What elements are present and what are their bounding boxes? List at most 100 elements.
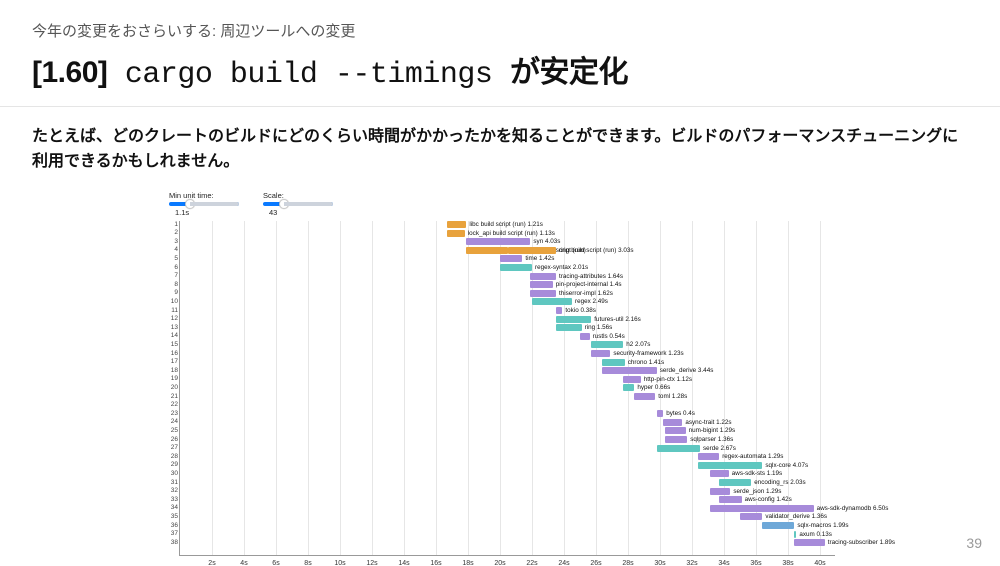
- gantt-bar: syn 4.03s: [466, 238, 530, 245]
- scale-label: Scale:: [263, 191, 333, 200]
- gantt-bar: http-pin-ctx 1.12s: [623, 376, 641, 383]
- row-number: 10: [168, 298, 178, 305]
- bar-label: pin-project-internal 1.4s: [554, 281, 622, 288]
- gantt-row: 29sqlx-core 4.07s: [180, 461, 835, 470]
- bar-label: http-pin-ctx 1.12s: [642, 376, 692, 383]
- bar-label: num-bigint 1.29s: [687, 427, 736, 434]
- gantt-area: 2s4s6s8s10s12s14s16s18s20s22s24s26s28s30…: [179, 221, 835, 556]
- row-number: 5: [168, 255, 178, 262]
- gantt-bar: hyper 0.66s: [623, 384, 634, 391]
- section-label: 今年の変更をおさらいする: 周辺ツールへの変更: [32, 20, 968, 41]
- bar-label: chrono 1.41s: [626, 359, 664, 366]
- gantt-bar: tracing-attributes 1.64s: [530, 273, 556, 280]
- gantt-bar: libc build script (run) 1.21s: [447, 221, 466, 228]
- row-number: 38: [168, 539, 178, 546]
- min-unit-control: Min unit time: 1.1s: [169, 191, 239, 217]
- gantt-row: 3syn 4.03s: [180, 238, 835, 247]
- bar-label: lock_api build script (run) 1.13s: [466, 230, 555, 237]
- row-number: 18: [168, 367, 178, 374]
- bar-label: aws-sdk-dynamodb 6.50s: [815, 505, 889, 512]
- row-number: 6: [168, 264, 178, 271]
- min-unit-slider[interactable]: [169, 202, 239, 206]
- gantt-bar: ring 1.56s: [556, 324, 582, 331]
- bar-label: aws-sdk-sts 1.19s: [730, 470, 782, 477]
- row-number: 29: [168, 461, 178, 468]
- gantt-bar: serde_derive 3.44s: [602, 367, 656, 374]
- row-number: 11: [168, 307, 178, 314]
- bar-label: regex-automata 1.29s: [720, 453, 783, 460]
- row-number: 26: [168, 436, 178, 443]
- row-number: 33: [168, 496, 178, 503]
- gantt-bar: thiserror-impl 1.62s: [530, 290, 556, 297]
- row-number: 13: [168, 324, 178, 331]
- gantt-row: 21toml 1.28s: [180, 393, 835, 402]
- min-unit-value: 1.1s: [169, 208, 239, 217]
- gantt-row: 27serde 2.67s: [180, 444, 835, 453]
- gantt-row: 1libc build script (run) 1.21s: [180, 221, 835, 230]
- gantt-bar: lock_api build script (run) 1.13s: [447, 230, 465, 237]
- bar-label: rustls 0.54s: [591, 333, 625, 340]
- gantt-bar: ring build script (run) 3.03s: [508, 247, 556, 254]
- min-unit-label: Min unit time:: [169, 191, 239, 200]
- bar-label: bytes 0.4s: [664, 410, 695, 417]
- gantt-row: 24async-trait 1.22s: [180, 418, 835, 427]
- gantt-bar: num-traits build script (run): [466, 247, 508, 254]
- gantt-bar: regex 2.49s: [532, 298, 572, 305]
- gantt-bar: sqlparser 1.36s: [665, 436, 687, 443]
- bar-label: hyper 0.66s: [635, 384, 670, 391]
- gantt-row: 18serde_derive 3.44s: [180, 367, 835, 376]
- row-number: 34: [168, 504, 178, 511]
- row-number: 14: [168, 332, 178, 339]
- row-number: 19: [168, 375, 178, 382]
- bar-label: serde_json 1.29s: [731, 488, 781, 495]
- body-area: たとえば、どのクレートのビルドにどのくらい時間がかかったかを知ることができます。…: [0, 107, 1000, 556]
- row-number: 8: [168, 281, 178, 288]
- gantt-bar: aws-config 1.42s: [719, 496, 741, 503]
- scale-value: 43: [263, 208, 333, 217]
- row-number: 9: [168, 289, 178, 296]
- row-number: 27: [168, 444, 178, 451]
- gantt-bar: toml 1.28s: [634, 393, 655, 400]
- row-number: 3: [168, 238, 178, 245]
- gantt-row: 31encoding_rs 2.03s: [180, 479, 835, 488]
- gantt-bar: sqlx-core 4.07s: [698, 462, 762, 469]
- gantt-row: 13ring 1.56s: [180, 324, 835, 333]
- gantt-bar: async-trait 1.22s: [663, 419, 682, 426]
- gantt-bar: serde 2.67s: [657, 445, 700, 452]
- bar-label: syn 4.03s: [531, 238, 560, 245]
- bar-label: serde_derive 3.44s: [658, 367, 714, 374]
- row-number: 23: [168, 410, 178, 417]
- row-number: 1: [168, 221, 178, 228]
- gantt-bar: validator_derive 1.36s: [740, 513, 762, 520]
- gantt-row: 14rustls 0.54s: [180, 332, 835, 341]
- gantt-row: 7tracing-attributes 1.64s: [180, 272, 835, 281]
- gantt-bar: time 1.42s: [500, 255, 522, 262]
- gantt-row: 33aws-config 1.42s: [180, 496, 835, 505]
- bar-label: tokio 0.38s: [563, 307, 595, 314]
- gantt-bar: security-framework 1.23s: [591, 350, 610, 357]
- gantt-row: 36sqlx-macros 1.99s: [180, 522, 835, 531]
- slide-title: [1.60] cargo build --timings が安定化: [32, 47, 968, 92]
- gantt-bar: serde_json 1.29s: [710, 488, 731, 495]
- gantt-bar: rustls 0.54s: [580, 333, 590, 340]
- slide-header: 今年の変更をおさらいする: 周辺ツールへの変更 [1.60] cargo bui…: [0, 0, 1000, 107]
- gantt-row: 12futures-util 2.16s: [180, 315, 835, 324]
- gantt-row: 20hyper 0.66s: [180, 384, 835, 393]
- row-number: 37: [168, 530, 178, 537]
- title-suffix: が安定化: [510, 56, 628, 89]
- bar-label: encoding_rs 2.03s: [752, 479, 805, 486]
- gantt-bar: encoding_rs 2.03s: [719, 479, 751, 486]
- scale-slider[interactable]: [263, 202, 333, 206]
- bar-label: aws-config 1.42s: [743, 496, 792, 503]
- gantt-row: 15h2 2.07s: [180, 341, 835, 350]
- gantt-row: 28regex-automata 1.29s: [180, 453, 835, 462]
- row-number: 7: [168, 272, 178, 279]
- page-number: 39: [966, 535, 982, 551]
- gantt-row: 9thiserror-impl 1.62s: [180, 289, 835, 298]
- gantt-bar: pin-project-internal 1.4s: [530, 281, 552, 288]
- gantt-bar: tracing-subscriber 1.89s: [794, 539, 824, 546]
- row-number: 31: [168, 479, 178, 486]
- timings-chart: Min unit time: 1.1s Scale: 43 2s4s6s8s10…: [165, 189, 835, 556]
- bar-label: futures-util 2.16s: [592, 316, 641, 323]
- gantt-bar: tokio 0.38s: [556, 307, 562, 314]
